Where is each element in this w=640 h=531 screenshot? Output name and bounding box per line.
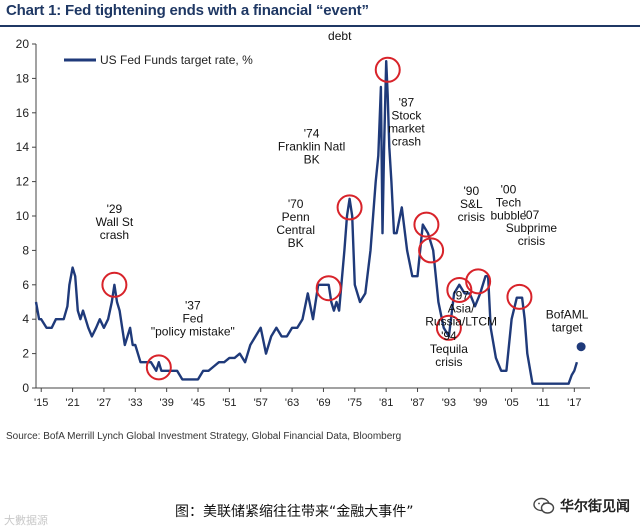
x-tick-labels: '15 '21 '27 '33 '39 '45 '51 '57 '63 '69 '75 '81 '87 '… [34,388,581,409]
x-tick-label: '15 [34,397,48,409]
event-circles [101,56,533,381]
y-tick-label: 12 [16,175,30,189]
chart-title: Chart 1: Fed tightening ends with a fina… [6,2,369,19]
wechat-icon [533,497,555,514]
y-tick-label: 6 [22,278,29,292]
event-circle [446,276,473,303]
x-tick-label: '69 [316,397,330,409]
event-label: '94 Tequila crisis [430,329,468,369]
event-label: '82LatAmdebt [322,27,357,43]
y-tick-label: 8 [22,243,29,257]
legend-label: US Fed Funds target rate, % [100,53,253,67]
end-marker-label: BofAML target [546,308,589,335]
x-tick-label: '39 [159,397,173,409]
x-tick-label: '27 [97,397,111,409]
event-circle [101,271,128,298]
event-label: '07 Subprime crisis [506,208,558,248]
event-label: '00 Tech bubble [490,182,526,222]
event-circle [315,275,342,302]
brand: 华尔街见闻 [533,496,630,516]
source-note: Source: BofA Merrill Lynch Global Invest… [6,431,402,442]
x-tick-label: '51 [222,397,236,409]
event-label: '37 Fed "policy mistake" [151,298,235,338]
y-tick-label: 18 [16,71,30,85]
x-tick-label: '33 [128,397,142,409]
x-tick-label: '11 [536,397,550,409]
end-marker-layer: BofAML target [546,308,589,352]
end-marker-dot [576,342,586,352]
y-tick-label: 2 [22,347,29,361]
y-tick-label: 14 [16,140,30,154]
y-tick-label: 0 [22,381,29,395]
event-label: '74 Franklin Natl BK [278,126,345,166]
x-tick-label: '93 [442,397,456,409]
x-tick-label: '57 [254,397,268,409]
y-tick-label: 4 [22,312,29,326]
event-circle [145,354,172,381]
event-labels: '29 Wall St crash '37 Fed "policy mistake" '70… [96,27,558,369]
x-tick-label: '21 [65,397,79,409]
event-label: '97 Asia/Russia/LTCM [425,288,497,328]
y-tick-label: 16 [16,106,30,120]
x-tick-label: '17 [567,397,581,409]
event-circle [374,56,401,83]
x-tick-label: '63 [285,397,299,409]
series-line-fed-funds [34,60,579,385]
event-label: '29 Wall St crash [96,202,134,242]
brand-name: 华尔街见闻 [560,499,630,515]
title-divider [0,25,640,27]
x-tick-label: '99 [473,397,487,409]
event-label: '87 Stock market crash [388,96,425,149]
x-tick-label: '75 [348,397,362,409]
x-tick-label: '87 [410,397,424,409]
event-circle [506,283,533,310]
event-circle [435,314,462,341]
event-circle [336,194,363,221]
x-tick-label: '81 [379,397,393,409]
figure-caption: 图：美联储紧缩往往带来“金融大事件” [175,504,414,520]
y-tick-labels: 0 2 4 6 8 10 12 14 16 18 20 [16,37,36,395]
event-circle [413,211,440,238]
event-label: '90 S&L crisis [458,184,485,224]
event-circle [465,268,492,295]
y-tick-label: 10 [16,209,30,223]
x-tick-label: '05 [504,397,518,409]
x-tick-label: '45 [191,397,205,409]
event-label: '70 Penn Central BK [276,197,315,250]
y-tick-label: 20 [16,37,30,51]
event-circle [418,237,445,264]
series-layer [34,60,579,385]
legend: US Fed Funds target rate, % [64,53,253,67]
watermark: 大數据源 [4,514,48,527]
